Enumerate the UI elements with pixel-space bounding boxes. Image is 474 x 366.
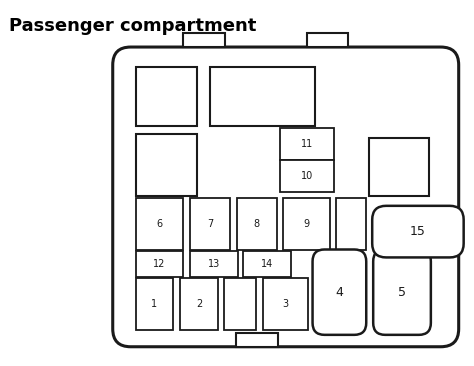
Bar [337,198,366,250]
Bar [190,251,238,277]
FancyBboxPatch shape [373,250,431,335]
Bar [369,138,429,196]
Text: 2: 2 [196,299,202,309]
FancyBboxPatch shape [113,47,459,347]
FancyBboxPatch shape [372,206,464,257]
Text: 5: 5 [398,286,406,299]
Text: 3: 3 [282,299,288,309]
Bar [243,251,291,277]
Text: 14: 14 [261,259,273,269]
Bar [237,198,277,250]
Bar [307,33,348,47]
Bar [263,278,308,330]
Bar [210,67,315,126]
Bar [183,33,225,47]
Text: 13: 13 [208,259,220,269]
Text: 4: 4 [336,286,343,299]
Text: 11: 11 [301,139,313,149]
FancyBboxPatch shape [312,250,366,335]
Text: 1: 1 [151,299,157,309]
Bar [136,251,183,277]
Bar [136,198,183,250]
Text: 10: 10 [301,171,313,181]
Bar [280,160,335,192]
Text: 9: 9 [303,219,310,229]
Text: Passenger compartment: Passenger compartment [9,17,257,35]
Bar [180,278,218,330]
Bar [190,198,230,250]
Bar [283,198,330,250]
Bar [236,333,278,347]
Bar [136,134,197,196]
Bar [224,278,256,330]
Bar [280,128,335,160]
Text: 8: 8 [254,219,260,229]
Bar [136,278,173,330]
Text: 12: 12 [153,259,165,269]
Text: 7: 7 [207,219,213,229]
Bar [136,67,197,126]
Text: 6: 6 [156,219,163,229]
Text: 15: 15 [410,225,426,238]
